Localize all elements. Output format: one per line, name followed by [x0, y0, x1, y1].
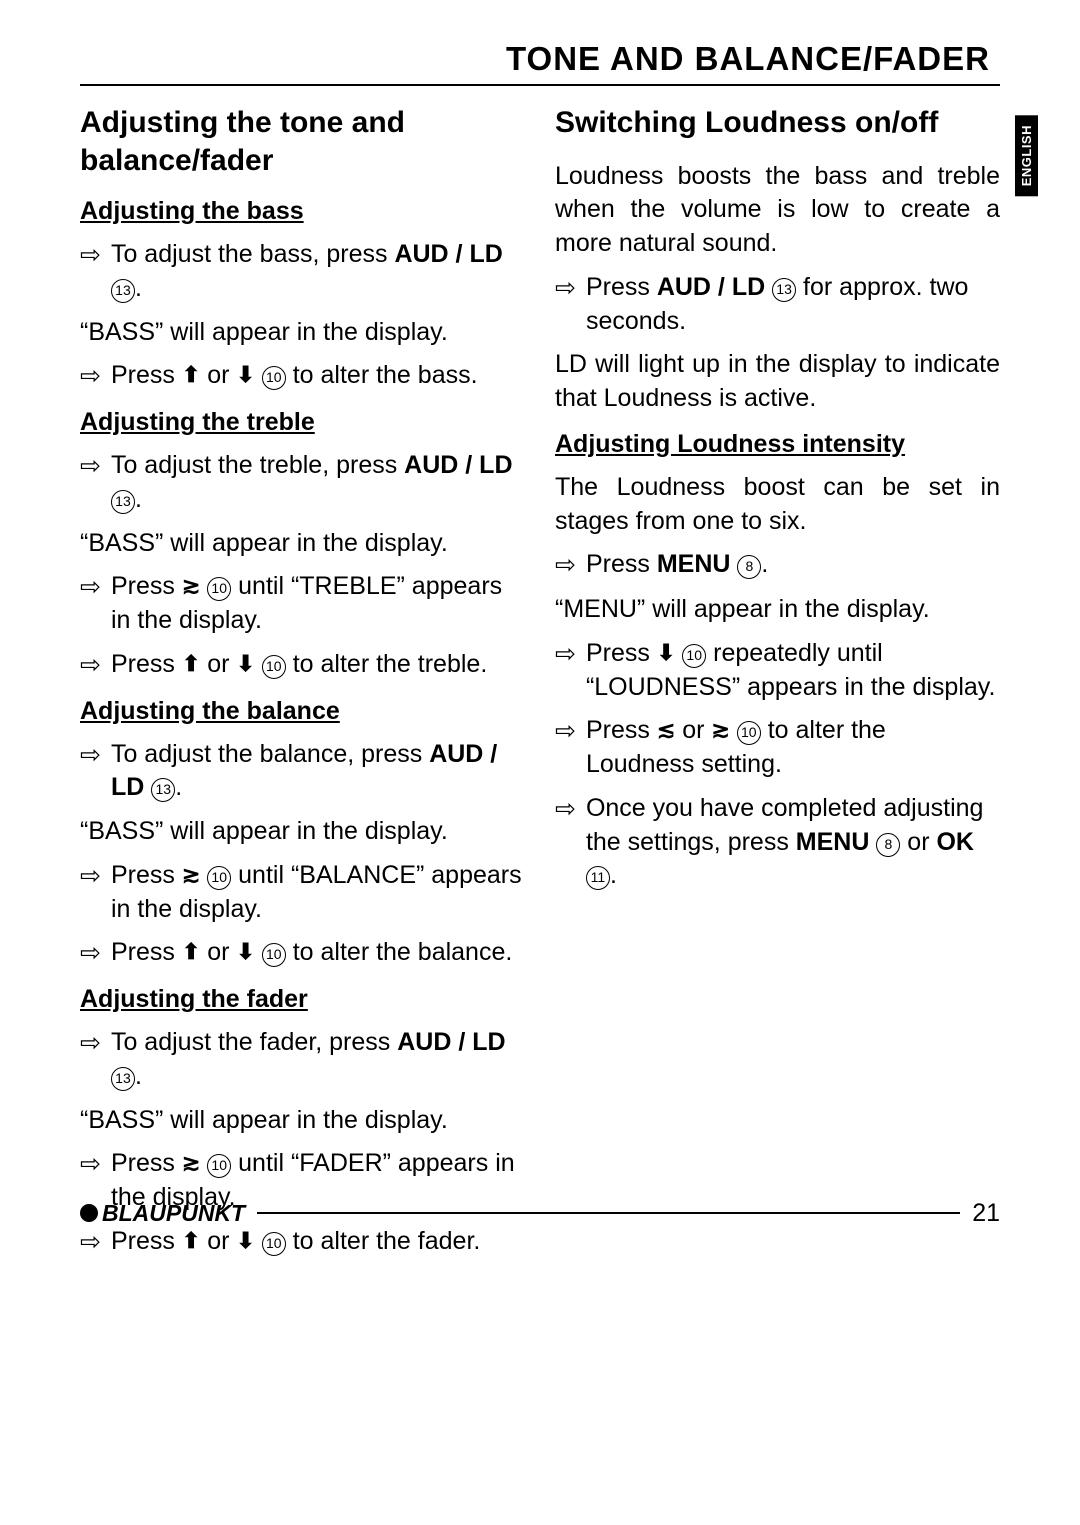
body-text: “BASS” will appear in the display. [80, 527, 525, 561]
bullet-text: Press MENU 8. [586, 548, 1000, 582]
bullet-text: Press ⬆ or ⬇ 10 to alter the treble. [111, 648, 525, 682]
language-tab: ENGLISH [1015, 115, 1038, 196]
key-ref: 8 [737, 555, 761, 579]
brand-logo: BLAUPUNKT [80, 1200, 245, 1227]
list-item: ⇨ Press ⬇ 10 repeatedly until “LOUDNESS”… [555, 637, 1000, 705]
list-item: ⇨ To adjust the fader, press AUD / LD 13… [80, 1026, 525, 1094]
arrow-icon: ⇨ [80, 450, 101, 484]
body-text: “MENU” will appear in the display. [555, 593, 1000, 627]
bullet-text: Press ⬆ or ⬇ 10 to alter the bass. [111, 359, 525, 393]
bullet-text: Press ⬆ or ⬇ 10 to alter the fader. [111, 1225, 525, 1259]
arrow-icon: ⇨ [555, 638, 576, 672]
page-header: TONE AND BALANCE/FADER [80, 40, 1000, 86]
key-ref: 10 [262, 943, 286, 967]
list-item: ⇨ Press ⬆ or ⬇ 10 to alter the balance. [80, 936, 525, 971]
bullet-text: Press ⬇ 10 repeatedly until “LOUDNESS” a… [586, 637, 1000, 705]
key-ref: 13 [111, 1067, 135, 1091]
bullet-text: Press ⬆ or ⬇ 10 to alter the balance. [111, 936, 525, 970]
arrow-icon: ⇨ [80, 937, 101, 971]
key-ref: 10 [207, 866, 231, 890]
sub-heading-balance: Adjusting the balance [80, 697, 525, 726]
bullet-text: Press ≳ 10 until “BALANCE” appears in th… [111, 859, 525, 927]
page-number: 21 [972, 1199, 1000, 1228]
list-item: ⇨ To adjust the bass, press AUD / LD 13. [80, 238, 525, 306]
body-text: “BASS” will appear in the display. [80, 1104, 525, 1138]
list-item: ⇨ Press ⬆ or ⬇ 10 to alter the bass. [80, 359, 525, 394]
sub-heading-loudness-intensity: Adjusting Loudness intensity [555, 430, 1000, 459]
key-ref: 10 [682, 644, 706, 668]
arrow-icon: ⇨ [80, 1148, 101, 1182]
sub-heading-fader: Adjusting the fader [80, 985, 525, 1014]
arrow-icon: ⇨ [555, 272, 576, 306]
brand-dot-icon [80, 1204, 98, 1222]
section-heading: Switching Loudness on/off [555, 104, 1000, 142]
arrow-icon: ⇨ [80, 1226, 101, 1260]
right-column: Switching Loudness on/off Loudness boost… [555, 104, 1000, 1270]
body-text: “BASS” will appear in the display. [80, 316, 525, 350]
list-item: ⇨ Once you have completed adjusting the … [555, 792, 1000, 893]
arrow-icon: ⇨ [80, 739, 101, 773]
arrow-icon: ⇨ [80, 860, 101, 894]
key-ref: 10 [207, 1154, 231, 1178]
key-ref: 10 [737, 721, 761, 745]
body-text: “BASS” will appear in the display. [80, 815, 525, 849]
left-column: Adjusting the tone and balance/fader Adj… [80, 104, 525, 1270]
sub-heading-treble: Adjusting the treble [80, 408, 525, 437]
arrow-icon: ⇨ [80, 239, 101, 273]
key-ref: 13 [111, 490, 135, 514]
list-item: ⇨ Press ≳ 10 until “BALANCE” appears in … [80, 859, 525, 927]
list-item: ⇨ To adjust the balance, press AUD / LD … [80, 738, 525, 806]
list-item: ⇨ Press ≲ or ≳ 10 to alter the Loudness … [555, 714, 1000, 782]
body-text: LD will light up in the display to indic… [555, 348, 1000, 416]
key-ref: 11 [586, 866, 610, 890]
key-ref: 10 [262, 655, 286, 679]
bullet-text: Press ≲ or ≳ 10 to alter the Loudness se… [586, 714, 1000, 782]
key-ref: 10 [262, 1232, 286, 1256]
key-ref: 13 [772, 278, 796, 302]
bullet-text: To adjust the balance, press AUD / LD 13… [111, 738, 525, 806]
sub-heading-bass: Adjusting the bass [80, 197, 525, 226]
list-item: ⇨ Press ⬆ or ⬇ 10 to alter the fader. [80, 1225, 525, 1260]
arrow-icon: ⇨ [80, 649, 101, 683]
page-footer: BLAUPUNKT 21 [80, 1199, 1000, 1228]
bullet-text: To adjust the bass, press AUD / LD 13. [111, 238, 525, 306]
section-heading: Adjusting the tone and balance/fader [80, 104, 525, 179]
arrow-icon: ⇨ [80, 1027, 101, 1061]
arrow-icon: ⇨ [555, 549, 576, 583]
body-text: Loudness boosts the bass and treble when… [555, 160, 1000, 261]
bullet-text: Once you have completed adjusting the se… [586, 792, 1000, 893]
key-ref: 8 [876, 833, 900, 857]
arrow-icon: ⇨ [555, 793, 576, 827]
list-item: ⇨ To adjust the treble, press AUD / LD 1… [80, 449, 525, 517]
key-ref: 10 [207, 577, 231, 601]
key-ref: 13 [151, 778, 175, 802]
key-ref: 13 [111, 279, 135, 303]
bullet-text: Press AUD / LD 13 for approx. two second… [586, 271, 1000, 339]
key-ref: 10 [262, 366, 286, 390]
arrow-icon: ⇨ [80, 360, 101, 394]
list-item: ⇨ Press ⬆ or ⬇ 10 to alter the treble. [80, 648, 525, 683]
bullet-text: To adjust the fader, press AUD / LD 13. [111, 1026, 525, 1094]
arrow-icon: ⇨ [80, 571, 101, 605]
footer-divider [257, 1212, 960, 1214]
list-item: ⇨ Press ≳ 10 until “TREBLE” appears in t… [80, 570, 525, 638]
bullet-text: Press ≳ 10 until “TREBLE” appears in the… [111, 570, 525, 638]
list-item: ⇨ Press AUD / LD 13 for approx. two seco… [555, 271, 1000, 339]
arrow-icon: ⇨ [555, 715, 576, 749]
list-item: ⇨ Press MENU 8. [555, 548, 1000, 583]
body-text: The Loudness boost can be set in stages … [555, 471, 1000, 539]
bullet-text: To adjust the treble, press AUD / LD 13. [111, 449, 525, 517]
